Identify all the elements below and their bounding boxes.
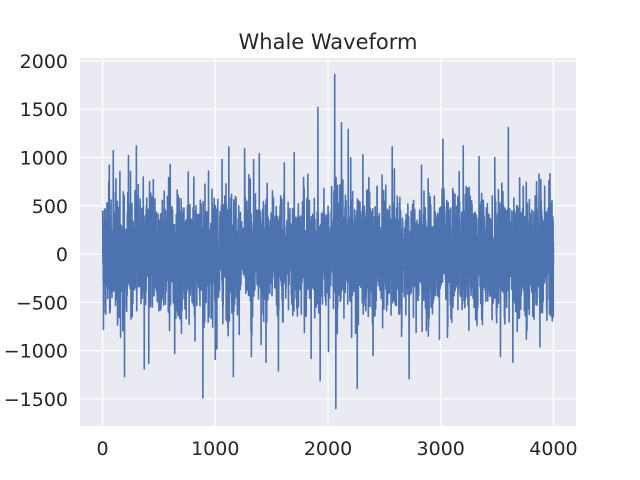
y-tick-label: 1500 bbox=[20, 99, 68, 121]
chart-title: Whale Waveform bbox=[239, 30, 418, 54]
x-tick-label: 3000 bbox=[417, 438, 465, 460]
y-tick-label: −1500 bbox=[4, 389, 68, 411]
x-tick-label: 2000 bbox=[304, 438, 352, 460]
series-layer bbox=[101, 73, 555, 410]
y-tick-label: −500 bbox=[16, 292, 68, 314]
waveform-line bbox=[101, 73, 555, 410]
y-tick-label: −1000 bbox=[4, 341, 68, 363]
x-tick-label: 1000 bbox=[191, 438, 239, 460]
x-tick-label: 0 bbox=[96, 438, 108, 460]
x-axis: 0 1000 2000 3000 4000 bbox=[96, 438, 577, 460]
y-axis: −1500 −1000 −500 0 500 1000 1500 2000 bbox=[4, 51, 68, 411]
x-tick-label: 4000 bbox=[529, 438, 577, 460]
y-tick-label: 1000 bbox=[20, 147, 68, 169]
y-tick-label: 0 bbox=[56, 244, 68, 266]
y-tick-label: 2000 bbox=[20, 51, 68, 73]
y-tick-label: 500 bbox=[32, 196, 68, 218]
